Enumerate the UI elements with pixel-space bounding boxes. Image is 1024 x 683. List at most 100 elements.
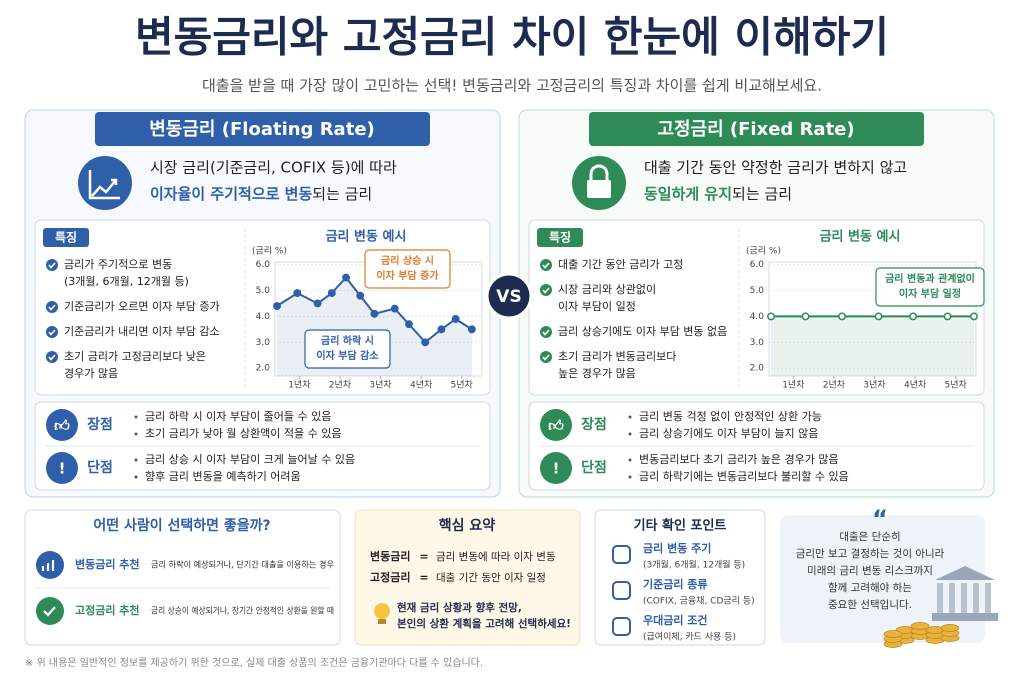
- feature-text: 경우가 많음: [64, 367, 118, 380]
- other-box: [594, 509, 766, 646]
- summary-term: 변동금리: [370, 549, 410, 563]
- other-title: 기타 확인 포인트: [634, 518, 727, 534]
- bank-column: [949, 583, 955, 613]
- quote-text: 대출은 단순히: [839, 531, 900, 543]
- check-icon: [46, 301, 58, 313]
- other-item-title: 우대금리 조건: [643, 613, 708, 627]
- summary-eq: =: [419, 571, 428, 584]
- x-tick-label: 2년차: [823, 379, 846, 391]
- who-icon-graphic: [41, 560, 55, 571]
- y-tick-label: 6.0: [256, 260, 271, 270]
- summary-title: 핵심 요약: [439, 517, 496, 534]
- description-highlight: 동일하게 유지: [644, 185, 732, 203]
- feature-text: 기준금리가 오르면 이자 부담 증가: [64, 300, 220, 313]
- y-tick-label: 5.0: [256, 286, 271, 296]
- feature-text: 금리 상승기에도 이자 부담 변동 없음: [558, 325, 727, 338]
- bank-column: [985, 583, 991, 613]
- panel-icon: [78, 156, 132, 210]
- features-label-bg: [537, 228, 583, 247]
- description: 대출 기간 동안 약정한 금리가 변하지 않고: [644, 159, 907, 177]
- point: [342, 273, 350, 282]
- other-item-desc: (급여이체, 카드 사용 등): [643, 631, 736, 643]
- bulb-icon: [374, 603, 390, 619]
- bullet: [628, 415, 632, 419]
- who-icon: [36, 597, 64, 625]
- annotation-text: 이자 부담 일정: [899, 287, 961, 300]
- who-label: 고정금리 추천: [75, 603, 140, 617]
- features-label-bg: [43, 228, 89, 247]
- feature-text: 이자 부담이 일정: [558, 299, 636, 313]
- y-tick-label: 3.0: [750, 338, 765, 348]
- annotation-text: 금리 하락 시: [321, 334, 374, 347]
- cons-text: 변동금리보다 초기 금리가 높은 경우가 많음: [639, 453, 839, 466]
- cons-text: 금리 하락기에는 변동금리보다 불리할 수 있음: [639, 469, 849, 483]
- y-tick-label: 2.0: [750, 364, 765, 374]
- features-label: 특징: [549, 230, 571, 245]
- panel-icon-graphic: [589, 164, 609, 180]
- point: [838, 312, 847, 321]
- cons-icon-glyph: !: [59, 460, 66, 478]
- cons-label: 단점: [87, 459, 113, 476]
- feature-text: (3개월, 6개월, 12개월 등): [64, 275, 189, 288]
- bullet: [134, 415, 138, 419]
- bank-column: [961, 583, 967, 613]
- pros-icon: [540, 409, 572, 441]
- check-icon: [540, 259, 552, 271]
- bullet: [134, 458, 138, 462]
- annotation-text: 금리 상승 시: [381, 254, 434, 267]
- check-icon: [46, 326, 58, 338]
- bullet: [134, 432, 138, 436]
- y-tick-label: 4.0: [256, 312, 271, 322]
- panel-icon-graphic: [88, 170, 120, 200]
- check-mark: [542, 287, 550, 294]
- check-mark: [542, 354, 550, 361]
- pros-icon-glyph: 👍︎: [548, 417, 564, 435]
- y-axis-label: (금리 %): [252, 246, 287, 257]
- who-text: 금리 하락이 예상되거나, 단기간 대출을 이용하는 경우: [151, 560, 334, 571]
- description: 시장 금리(기준금리, COFIX 등)에 따라: [150, 159, 397, 177]
- cons-icon: [540, 452, 572, 484]
- point: [404, 320, 413, 329]
- other-icon: [612, 581, 631, 600]
- feature-text: 대출 기간 동안 금리가 고정: [558, 258, 683, 271]
- pros-text: 금리 상승기에도 이자 부담이 늘지 않음: [639, 427, 818, 440]
- summary-eq: =: [419, 550, 428, 563]
- bullet: [628, 458, 632, 462]
- summary-box: [354, 509, 581, 646]
- point: [451, 315, 460, 323]
- chart-title: 금리 변동 예시: [326, 229, 407, 245]
- feature-text: 시장 금리와 상관없이: [558, 283, 656, 296]
- annotation-box: [364, 249, 451, 289]
- summary-tip: 현재 금리 상황과 향후 전망,: [397, 601, 522, 614]
- point: [421, 338, 430, 347]
- title: 변동금리와 고정금리 차이 한눈에 이해하기: [135, 13, 889, 62]
- point: [273, 302, 281, 310]
- cons-icon: [46, 452, 78, 484]
- point: [767, 312, 775, 321]
- annotation-text: 이자 부담 감소: [316, 349, 378, 362]
- point: [874, 312, 883, 321]
- bullet: [628, 475, 632, 479]
- cons-text: 향후 금리 변동을 예측하기 어려움: [145, 469, 301, 483]
- x-tick-label: 4년차: [410, 379, 433, 391]
- summary-tip: 본인의 상환 계획을 고려해 선택하세요!: [397, 617, 571, 630]
- check-mark: [48, 262, 56, 269]
- bulb-base: [378, 619, 386, 624]
- summary-def: 대출 기간 동안 이자 일정: [436, 571, 546, 584]
- feature-text: 초기 금리가 고정금리보다 낮은: [64, 350, 206, 363]
- other-icon: [612, 545, 631, 564]
- other-item-title: 기준금리 종류: [643, 577, 708, 591]
- point: [467, 325, 476, 334]
- coin: [883, 630, 903, 638]
- description: 이자율이 주기적으로 변동되는 금리: [150, 185, 372, 203]
- check-icon: [540, 284, 552, 296]
- who-label: 변동금리 추천: [75, 557, 140, 571]
- panel-icon-graphic: [587, 180, 611, 198]
- description-text: 되는 금리: [312, 185, 372, 203]
- quote-text: 금리만 보고 결정하는 것이 아니라: [796, 547, 945, 560]
- panel-header-text: 고정금리 (Fixed Rate): [657, 119, 854, 140]
- who-text: 금리 상승이 예상되거나, 장기간 안정적인 상환을 원할 때: [151, 606, 334, 617]
- line-area: [771, 316, 974, 376]
- check-icon: [46, 259, 58, 271]
